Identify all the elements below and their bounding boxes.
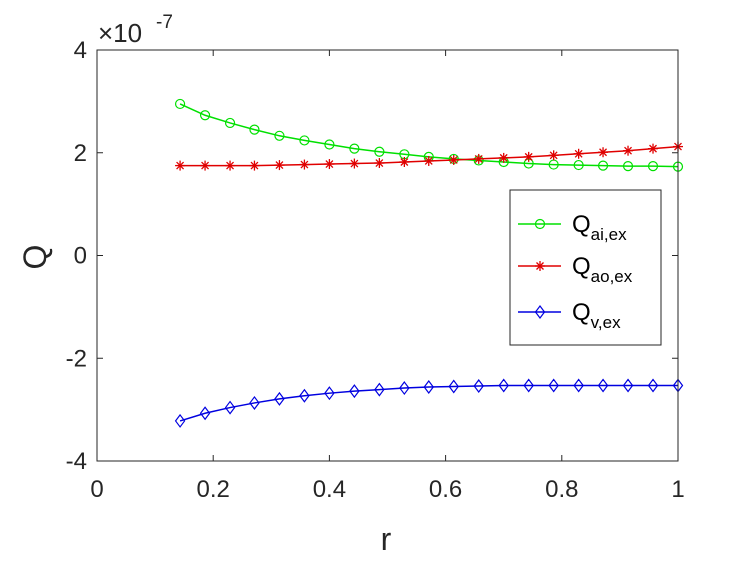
x-tick-label: 1 <box>671 476 684 503</box>
legend-sub-q-ao-ex: ao,ex <box>591 267 633 286</box>
data-point-q-ao-ex <box>200 160 211 171</box>
legend-entry-q-ai-ex: Qai,ex <box>518 211 627 244</box>
legend-marker-diamond-icon <box>534 305 546 319</box>
data-point-q-ao-ex <box>399 156 410 167</box>
data-point-q-ai-ex <box>224 117 236 129</box>
data-point-q-ao-ex <box>573 148 584 159</box>
data-point-q-ao-ex <box>274 160 285 171</box>
x-tick-label: 0.2 <box>197 476 230 503</box>
svg-text:Qao,ex: Qao,ex <box>572 253 633 286</box>
data-point-q-ai-ex <box>274 130 285 141</box>
legend-entry-q-ao-ex: Qao,ex <box>518 253 633 286</box>
data-point-q-ao-ex <box>448 154 459 165</box>
data-point-q-ai-ex <box>249 124 260 135</box>
data-point-q-ao-ex <box>423 155 434 166</box>
data-point-q-ai-ex <box>647 161 659 172</box>
data-point-q-ao-ex <box>225 160 236 171</box>
data-point-q-ai-ex <box>324 139 335 150</box>
x-tick-label: 0.4 <box>313 476 346 503</box>
data-point-q-ai-ex <box>597 160 609 171</box>
data-point-q-v-ex <box>299 388 310 403</box>
y-scale-exponent: -7 <box>156 12 173 33</box>
data-point-q-ai-ex <box>174 98 186 110</box>
svg-text:Qai,ex: Qai,ex <box>572 211 627 244</box>
data-point-q-ao-ex <box>598 147 609 158</box>
data-point-q-v-ex <box>548 378 559 393</box>
legend-label-q-ai-ex: Q <box>572 211 591 238</box>
legend-sub-q-ai-ex: ai,ex <box>591 225 627 244</box>
data-point-q-v-ex <box>523 378 534 393</box>
data-point-q-ao-ex <box>498 152 509 163</box>
legend-label-q-v-ex: Q <box>572 299 591 326</box>
data-point-q-v-ex <box>647 378 659 393</box>
data-point-q-ai-ex <box>622 161 634 172</box>
data-point-q-ao-ex <box>324 159 335 170</box>
data-point-q-ai-ex <box>199 110 211 121</box>
legend-box <box>509 189 662 346</box>
axes-layer: 0 0.2 0.4 0.6 0.8 1 -4 -2 0 2 4 <box>66 37 685 503</box>
legend-marker-circle-icon <box>534 218 546 230</box>
legend-label-q-ao-ex: Q <box>572 253 591 280</box>
data-point-q-v-ex <box>473 378 484 393</box>
y-axis-label: Q <box>17 245 53 270</box>
y-tick-label: 4 <box>74 37 87 64</box>
x-tick-label: 0.8 <box>545 476 578 503</box>
data-point-q-ai-ex <box>374 146 385 157</box>
data-point-q-v-ex <box>573 378 584 393</box>
svg-text:Qv,ex: Qv,ex <box>572 299 621 332</box>
y-tick-label: -2 <box>66 345 87 372</box>
data-point-q-v-ex <box>349 384 360 399</box>
data-point-q-v-ex <box>199 406 211 421</box>
y-scale-prefix: ×10 <box>98 18 142 48</box>
data-point-q-ai-ex <box>573 159 584 171</box>
data-point-q-ao-ex <box>648 143 659 154</box>
data-point-q-ao-ex <box>299 159 310 170</box>
data-point-q-v-ex <box>597 378 609 393</box>
data-point-q-ai-ex <box>349 143 360 154</box>
data-point-q-ao-ex <box>623 145 634 156</box>
legend-entry-q-v-ex: Qv,ex <box>518 299 621 332</box>
y-tick-label: 0 <box>74 243 87 270</box>
data-point-q-v-ex <box>498 378 509 393</box>
legend-sub-q-v-ex: v,ex <box>591 313 621 332</box>
data-point-q-ai-ex <box>299 135 310 146</box>
data-point-q-v-ex <box>324 386 335 401</box>
legend-marker-asterisk-icon <box>535 261 545 271</box>
data-point-q-v-ex <box>448 379 459 394</box>
series-q-ao-ex <box>175 141 683 171</box>
data-point-q-ao-ex <box>548 150 559 161</box>
x-tick-label: 0 <box>90 476 103 503</box>
y-tick-label: -4 <box>66 448 87 475</box>
series-line-q-v-ex <box>179 384 678 422</box>
data-point-q-v-ex <box>622 378 634 393</box>
data-point-q-ao-ex <box>523 151 534 162</box>
data-point-q-ao-ex <box>349 158 360 169</box>
data-point-q-ao-ex <box>249 160 260 171</box>
data-point-q-v-ex <box>174 413 186 428</box>
legend: Qai,ex Qao,ex Qv,ex <box>509 189 662 346</box>
x-tick-label: 0.6 <box>429 476 462 503</box>
data-point-q-ao-ex <box>175 160 186 171</box>
data-point-q-v-ex <box>249 395 260 410</box>
data-point-q-v-ex <box>399 381 410 396</box>
data-point-q-ao-ex <box>374 158 385 169</box>
data-point-q-v-ex <box>224 400 236 415</box>
x-axis-label: r <box>381 521 392 557</box>
y-tick-label: 2 <box>74 140 87 167</box>
series-layer <box>174 98 684 428</box>
data-point-q-v-ex <box>423 380 435 395</box>
data-point-q-v-ex <box>274 391 285 406</box>
data-point-q-v-ex <box>374 382 385 397</box>
data-point-q-ao-ex <box>473 153 484 164</box>
